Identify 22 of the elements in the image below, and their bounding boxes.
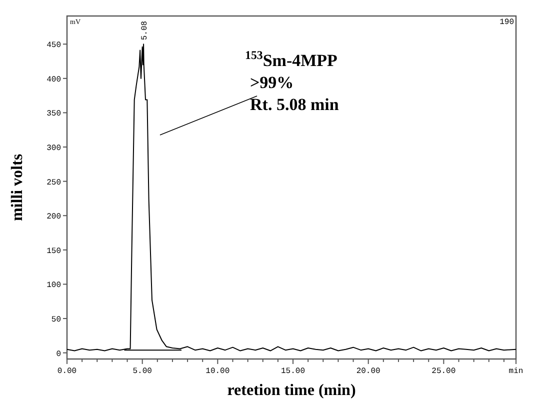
x-tick-label: min <box>508 367 524 376</box>
x-tick-label: 25.00 <box>432 367 456 376</box>
y-tick-label: 350 <box>46 110 62 119</box>
y-tick-label: 150 <box>46 246 62 256</box>
y-tick-label: 0 <box>56 350 62 359</box>
annotation: $^{153}$Sm-4MPP >99% Rt. 5.08 min <box>245 48 340 114</box>
x-tick-label: 0.00 <box>57 367 77 376</box>
x-tick-label: 15.00 <box>281 367 306 376</box>
x-tick-label: 5.00 <box>132 367 152 376</box>
y-tick-label: 250 <box>46 178 62 188</box>
x-axis-title: retetion time (min) <box>227 382 356 399</box>
y-tick-label: 100 <box>46 281 62 290</box>
y-tick-label: 50 <box>51 316 62 325</box>
y-tick-label: 200 <box>46 212 62 222</box>
annotation: 5.08 <box>140 20 150 40</box>
y-tick-label: 450 <box>46 41 62 50</box>
y-tick-label: 400 <box>46 75 62 84</box>
x-tick-label: 10.00 <box>206 367 230 376</box>
y-tick-label: 300 <box>46 144 62 154</box>
annotation: 190 <box>500 18 514 27</box>
y-axis-title: milli volts <box>9 154 26 222</box>
x-tick-label: 20.00 <box>356 367 381 376</box>
